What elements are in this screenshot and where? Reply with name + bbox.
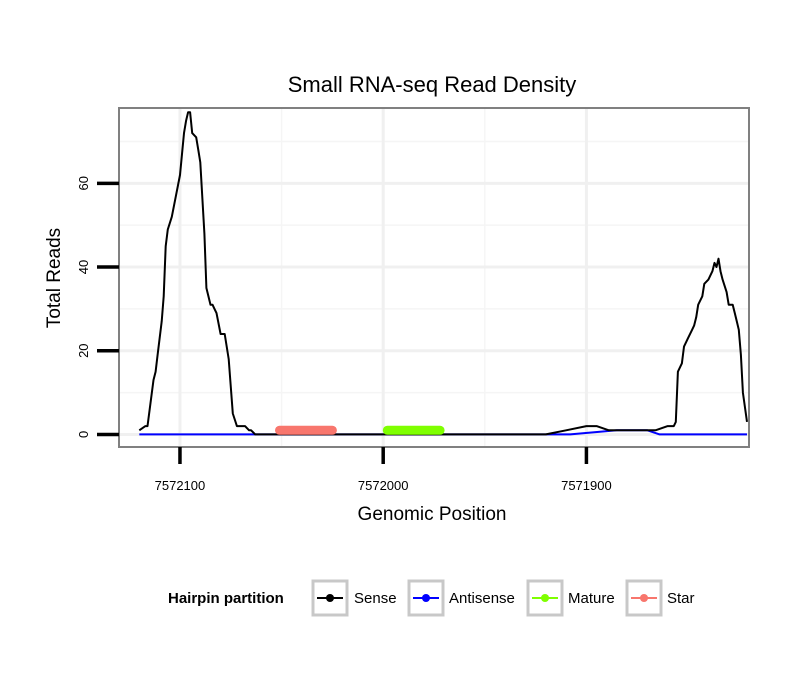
plot-border xyxy=(118,107,750,448)
legend-key-point xyxy=(422,594,430,602)
x-axis-label: Genomic Position xyxy=(358,504,507,525)
grid-minor xyxy=(119,108,749,447)
legend-title: Hairpin partition xyxy=(168,590,284,607)
legend-key-point xyxy=(326,594,334,602)
legend-item-star: Star xyxy=(625,579,695,617)
y-axis-label: Total Reads xyxy=(44,228,65,328)
x-tick-label: 7572000 xyxy=(358,478,409,493)
legend-key-point xyxy=(541,594,549,602)
grid-major xyxy=(119,108,749,447)
x-tick-label: 7571900 xyxy=(561,478,612,493)
x-tick-label: 7572100 xyxy=(155,478,206,493)
y-tick-label: 40 xyxy=(76,260,91,274)
legend-item-mature: Mature xyxy=(526,579,615,617)
legend-label: Mature xyxy=(568,590,615,607)
legend: Hairpin partition Sense Antisense Mature St… xyxy=(168,579,695,617)
series-layer xyxy=(138,111,748,436)
y-tick-label: 0 xyxy=(76,431,91,438)
legend-label: Sense xyxy=(354,590,397,607)
series-line-sense xyxy=(138,111,748,436)
y-axis: 0 20 40 60 xyxy=(76,176,119,438)
y-tick-label: 60 xyxy=(76,176,91,190)
legend-label: Antisense xyxy=(449,590,515,607)
y-tick-label: 20 xyxy=(76,343,91,357)
legend-key-point xyxy=(640,594,648,602)
chart-title: Small RNA-seq Read Density xyxy=(288,72,577,97)
legend-item-sense: Sense xyxy=(311,579,397,617)
legend-label: Star xyxy=(667,590,695,607)
x-axis: 7572100 7572000 7571900 xyxy=(155,447,612,493)
legend-item-antisense: Antisense xyxy=(407,579,515,617)
